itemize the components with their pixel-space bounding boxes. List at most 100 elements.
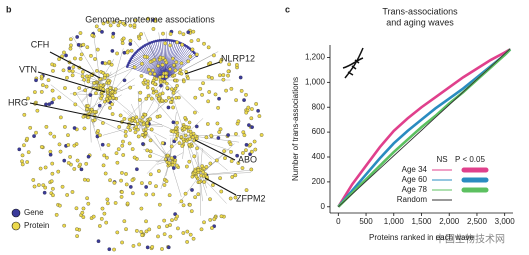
gene-node bbox=[166, 105, 171, 110]
callout bbox=[194, 139, 236, 161]
protein-node bbox=[80, 210, 85, 215]
protein-node bbox=[195, 52, 199, 57]
protein-node bbox=[193, 95, 198, 100]
edge bbox=[164, 51, 194, 81]
protein-node bbox=[128, 128, 132, 132]
protein-node bbox=[134, 125, 138, 129]
protein-node bbox=[191, 131, 196, 136]
protein-node bbox=[179, 135, 184, 139]
protein-node bbox=[151, 27, 156, 31]
protein-node bbox=[215, 121, 220, 126]
protein-node bbox=[157, 225, 161, 229]
protein-node bbox=[177, 141, 182, 146]
protein-node bbox=[173, 86, 178, 91]
protein-node bbox=[102, 153, 107, 158]
protein-node bbox=[49, 179, 54, 184]
protein-node bbox=[89, 107, 94, 112]
protein-node bbox=[155, 93, 159, 98]
protein-node bbox=[189, 209, 194, 214]
protein-node bbox=[244, 110, 249, 115]
protein-node bbox=[41, 83, 45, 87]
protein-node bbox=[130, 147, 135, 151]
edge bbox=[199, 174, 227, 204]
protein-node bbox=[233, 173, 238, 178]
protein-node bbox=[167, 161, 172, 165]
protein-node bbox=[111, 34, 115, 39]
protein-node bbox=[148, 60, 153, 64]
protein-node bbox=[125, 50, 130, 55]
protein-node bbox=[20, 162, 25, 167]
panel-label: b bbox=[6, 4, 12, 14]
protein-node bbox=[69, 37, 73, 42]
protein-node bbox=[124, 172, 128, 176]
protein-node bbox=[84, 161, 89, 166]
protein-node bbox=[230, 175, 235, 179]
gene-node bbox=[48, 152, 53, 157]
callout bbox=[184, 61, 221, 75]
protein-node bbox=[148, 172, 153, 177]
protein-node bbox=[81, 42, 86, 47]
protein-node bbox=[152, 58, 156, 62]
protein-node bbox=[178, 68, 183, 72]
gene-node bbox=[76, 42, 81, 47]
x-tick-label: 2,000 bbox=[439, 217, 460, 226]
protein-node bbox=[62, 223, 67, 228]
protein-node bbox=[33, 90, 37, 94]
protein-node bbox=[182, 127, 187, 132]
protein-node bbox=[128, 23, 133, 28]
gene-node bbox=[256, 108, 260, 113]
protein-node bbox=[167, 193, 172, 198]
protein-node bbox=[176, 226, 180, 231]
protein-node bbox=[136, 127, 140, 132]
protein-node bbox=[162, 218, 167, 223]
protein-node bbox=[144, 192, 149, 197]
gene-node bbox=[47, 102, 52, 107]
protein-node bbox=[187, 120, 192, 125]
edge bbox=[141, 47, 166, 81]
gene-node bbox=[217, 96, 221, 101]
protein-node bbox=[244, 188, 249, 192]
protein-node bbox=[28, 125, 33, 130]
protein-node bbox=[154, 89, 159, 94]
protein-node bbox=[70, 190, 75, 194]
y-tick-label: 200 bbox=[312, 177, 326, 186]
protein-node bbox=[227, 62, 231, 67]
gene-node bbox=[171, 120, 176, 125]
protein-node bbox=[252, 139, 257, 144]
edge bbox=[184, 134, 228, 171]
gene-node bbox=[170, 39, 174, 42]
protein-node bbox=[175, 120, 179, 125]
legend-header: P < 0.05 bbox=[455, 155, 485, 164]
gene-node bbox=[166, 38, 170, 42]
protein-node bbox=[239, 89, 244, 93]
protein-node bbox=[206, 74, 211, 79]
protein-node bbox=[154, 77, 159, 81]
protein-node bbox=[146, 79, 150, 84]
x-tick-label: 0 bbox=[336, 217, 341, 226]
protein-node bbox=[22, 112, 27, 117]
protein-node bbox=[66, 133, 70, 137]
dna-icon bbox=[342, 47, 364, 79]
gene-node bbox=[72, 126, 77, 130]
protein-node bbox=[65, 75, 69, 80]
edge bbox=[142, 46, 166, 81]
edge bbox=[146, 134, 186, 174]
protein-node bbox=[127, 117, 132, 122]
protein-node bbox=[110, 89, 115, 94]
protein-node bbox=[127, 141, 132, 146]
protein-node bbox=[143, 78, 147, 82]
protein-node bbox=[86, 178, 90, 183]
node-label: ABO bbox=[238, 154, 257, 164]
gene-node bbox=[145, 245, 150, 250]
edge bbox=[139, 89, 180, 126]
protein-node bbox=[210, 76, 214, 80]
protein-node bbox=[218, 127, 223, 132]
protein-node bbox=[136, 134, 141, 139]
protein-node bbox=[160, 247, 164, 251]
gene-node bbox=[159, 83, 163, 88]
protein-node bbox=[139, 206, 144, 211]
protein-node bbox=[72, 143, 77, 148]
protein-node bbox=[165, 86, 170, 90]
protein-node bbox=[58, 149, 63, 154]
protein-node bbox=[25, 160, 30, 164]
